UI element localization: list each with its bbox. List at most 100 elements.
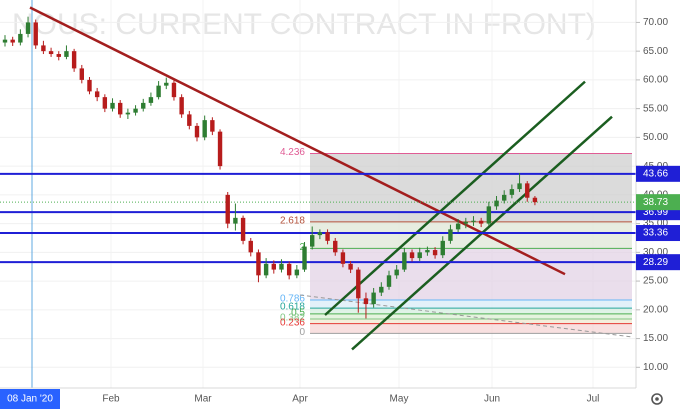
candle-body bbox=[233, 217, 238, 224]
gear-hub[interactable] bbox=[655, 397, 659, 401]
price-axis-bg bbox=[636, 0, 680, 388]
level-tag-label: 33.36 bbox=[643, 228, 668, 239]
candle-body bbox=[248, 240, 253, 253]
candle-body bbox=[440, 240, 445, 256]
candle-body bbox=[87, 79, 92, 92]
x-tick-label: Jun bbox=[484, 394, 500, 405]
fib-label: 4.236 bbox=[280, 147, 305, 158]
candle-body bbox=[417, 252, 422, 259]
candle-body bbox=[18, 33, 23, 43]
candle-body bbox=[71, 51, 77, 69]
y-tick-label: 10.00 bbox=[643, 362, 668, 373]
y-tick-label: 65.00 bbox=[643, 46, 668, 57]
candle-body bbox=[379, 286, 384, 293]
candle-body bbox=[286, 263, 292, 276]
fib-band bbox=[310, 313, 632, 320]
fib-band bbox=[310, 308, 632, 314]
candle-body bbox=[371, 292, 376, 305]
y-tick-label: 25.00 bbox=[643, 276, 668, 287]
candle-body bbox=[79, 68, 84, 80]
candle-body bbox=[325, 232, 330, 241]
candles bbox=[2, 16, 538, 319]
time-axis-bg bbox=[0, 388, 680, 412]
y-tick-label: 50.00 bbox=[643, 132, 668, 143]
last-price-tag bbox=[636, 194, 680, 211]
candle-body bbox=[478, 220, 484, 224]
y-tick-label: 70.00 bbox=[643, 17, 668, 28]
candle-body bbox=[64, 51, 69, 57]
candle-body bbox=[48, 51, 54, 55]
candle-body bbox=[94, 91, 100, 98]
candle-body bbox=[171, 82, 177, 98]
candle-body bbox=[409, 252, 415, 259]
level-tag bbox=[636, 165, 680, 182]
drawings bbox=[0, 0, 636, 388]
candle-body bbox=[356, 269, 361, 299]
candle-body bbox=[148, 97, 154, 103]
settings-icon[interactable] bbox=[651, 393, 663, 405]
fib-band bbox=[310, 300, 632, 309]
x-tick-label: 08 Jan '20 bbox=[7, 394, 53, 405]
candle-body bbox=[210, 120, 215, 132]
candle-body bbox=[202, 120, 207, 138]
candle-body bbox=[102, 97, 108, 109]
candle-body bbox=[509, 189, 515, 195]
fib-band bbox=[310, 153, 632, 222]
level-tag bbox=[636, 254, 680, 271]
x-tick-label: Feb bbox=[102, 394, 120, 405]
candle-body bbox=[486, 206, 492, 224]
candle-body bbox=[463, 221, 468, 224]
candle-body bbox=[225, 194, 230, 224]
level-tag-label: 36.99 bbox=[643, 207, 668, 218]
fib-label: 0.618 bbox=[280, 302, 305, 313]
candle-body bbox=[302, 246, 307, 270]
candle-body bbox=[471, 220, 476, 222]
candle-body bbox=[532, 197, 538, 203]
candle-body bbox=[402, 252, 407, 270]
candle-body bbox=[187, 114, 192, 126]
candle-body bbox=[432, 250, 438, 256]
candle-body bbox=[448, 229, 453, 241]
candle-body bbox=[317, 232, 323, 236]
fib-label: 2.618 bbox=[280, 216, 305, 227]
candle-body bbox=[2, 39, 8, 43]
candle-body bbox=[110, 102, 115, 109]
candle-body bbox=[279, 263, 284, 270]
candle-body bbox=[56, 54, 61, 57]
candle-body bbox=[240, 217, 246, 241]
y-tick-label: 15.00 bbox=[643, 333, 668, 344]
candle-body bbox=[386, 275, 392, 287]
fib-label: 0.236 bbox=[280, 317, 305, 328]
candle-body bbox=[217, 131, 223, 167]
fib-label: 0 bbox=[299, 327, 305, 338]
candle-body bbox=[271, 263, 276, 270]
gear[interactable] bbox=[651, 393, 663, 405]
candle-body bbox=[41, 45, 46, 52]
candle-body bbox=[310, 235, 315, 247]
candle-body bbox=[294, 269, 300, 276]
level-tag-label: 43.66 bbox=[643, 168, 668, 179]
crosshair-date-box bbox=[0, 389, 60, 409]
candle-body bbox=[25, 22, 31, 34]
candle-body bbox=[363, 298, 369, 305]
y-tick-label: 35.00 bbox=[643, 218, 668, 229]
candle-body bbox=[494, 200, 499, 207]
fib-band bbox=[310, 248, 632, 301]
labels: 10.0015.0020.0025.0030.0035.0040.0045.00… bbox=[0, 17, 680, 409]
fib-label: 0.382 bbox=[280, 313, 305, 324]
y-tick-label: 55.00 bbox=[643, 103, 668, 114]
trendline bbox=[29, 6, 566, 276]
candle-body bbox=[164, 82, 169, 86]
x-tick-label: Mar bbox=[194, 394, 212, 405]
candle-body bbox=[340, 252, 346, 264]
chart-title: NOUS: CURRENT CONTRACT IN FRONT) bbox=[12, 8, 596, 41]
candle-body bbox=[118, 102, 123, 115]
y-tick-label: 60.00 bbox=[643, 75, 668, 86]
y-tick-label: 20.00 bbox=[643, 304, 668, 315]
y-tick-label: 30.00 bbox=[643, 247, 668, 258]
candle-body bbox=[256, 252, 261, 276]
candle-body bbox=[156, 85, 161, 98]
candle-body bbox=[33, 22, 38, 46]
